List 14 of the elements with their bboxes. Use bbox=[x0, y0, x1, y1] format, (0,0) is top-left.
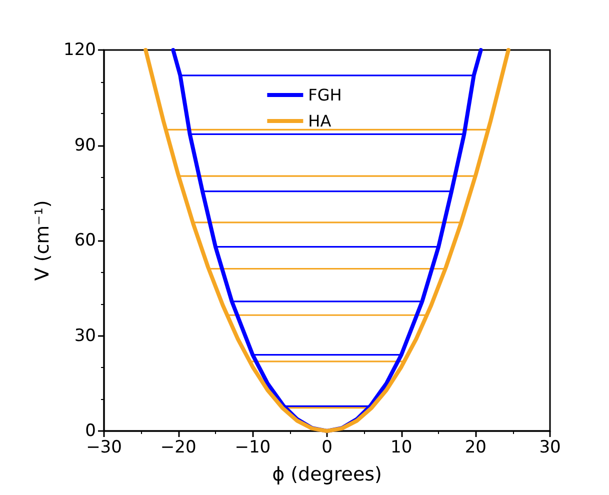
x-tick-label: 20 bbox=[464, 438, 486, 458]
y-tick-label: 30 bbox=[74, 326, 96, 346]
y-tick-label: 90 bbox=[74, 135, 96, 156]
x-tick-label: −20 bbox=[160, 438, 196, 458]
y-tick-label: 60 bbox=[74, 230, 96, 250]
x-axis-title: ϕ (degrees) bbox=[272, 464, 382, 486]
legend-label: HA bbox=[308, 112, 332, 130]
x-tick-label: 10 bbox=[390, 438, 412, 458]
x-tick-label: 0 bbox=[322, 438, 332, 458]
y-axis-title: V (cm⁻¹) bbox=[32, 200, 54, 281]
y-tick-label: 120 bbox=[64, 40, 96, 60]
x-tick-label: 30 bbox=[539, 438, 561, 458]
x-tick-label: −10 bbox=[234, 438, 271, 458]
legend-label: FGH bbox=[308, 86, 342, 104]
